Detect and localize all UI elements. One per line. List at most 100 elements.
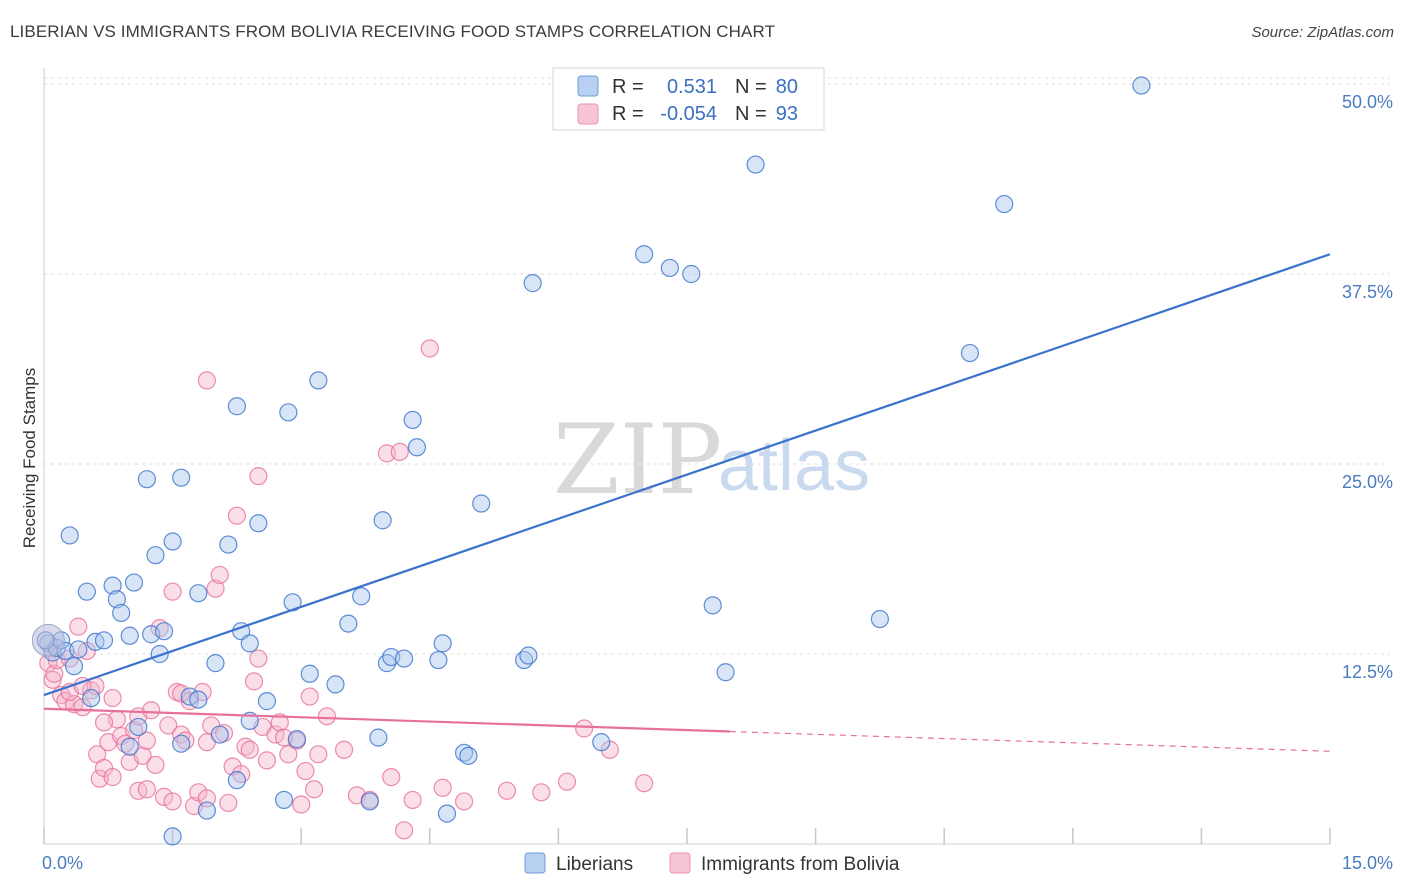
- bolivia-point-63: [292, 795, 311, 814]
- liberian-point-23: [154, 622, 174, 641]
- liberian-point-12: [103, 576, 122, 595]
- liberian-point-73: [716, 663, 735, 682]
- bolivia-point-27: [137, 780, 156, 799]
- chart-title: LIBERIAN VS IMMIGRANTS FROM BOLIVIA RECE…: [10, 22, 776, 41]
- legend-n-label-1: N =: [735, 76, 767, 98]
- liberian-point-77: [995, 194, 1014, 214]
- liberian-point-13: [107, 590, 126, 609]
- bolivia-point-66: [304, 780, 324, 799]
- liberian-point-58: [407, 438, 427, 457]
- liberian-point-24: [163, 827, 182, 846]
- liberian-point-31: [197, 801, 216, 820]
- liberian-point-7: [69, 640, 88, 659]
- liberian-point-67: [523, 274, 542, 293]
- liberian-point-49: [339, 614, 358, 633]
- bolivia-point-18: [103, 688, 122, 708]
- bolivia-point-80: [497, 781, 517, 800]
- liberian-point-59: [429, 650, 448, 670]
- grid-lines: [44, 77, 1390, 655]
- legend-n-label-2: N =: [735, 103, 767, 125]
- legend-label-bolivia: Immigrants from Bolivia: [701, 854, 900, 875]
- liberian-point-66: [519, 646, 538, 665]
- bolivia-point-50: [227, 506, 246, 525]
- bolivia-point-85: [635, 774, 654, 793]
- liberian-point-74: [746, 155, 765, 174]
- bolivia-point-73: [382, 768, 401, 787]
- bolivia-point-42: [197, 371, 216, 390]
- liberian-point-60: [433, 634, 452, 653]
- legend-swatch-liberians: [524, 852, 546, 874]
- liberian-point-25: [163, 532, 182, 551]
- liberian-point-26: [172, 734, 191, 753]
- legend-swatch-blue: [577, 75, 599, 97]
- liberian-point-19: [137, 470, 156, 489]
- bolivia-point-81: [532, 783, 551, 802]
- liberian-point-34: [219, 535, 238, 554]
- liberian-point-64: [472, 494, 491, 513]
- trend-bolivia: [43, 707, 730, 733]
- y-tick-labels: 12.5% 25.0% 37.5% 50.0%: [1342, 92, 1393, 682]
- bolivia-point-54: [244, 672, 264, 691]
- trend-liberians: [43, 253, 1331, 697]
- bolivia-point-1: [43, 670, 62, 689]
- bolivia-point-82: [557, 772, 577, 791]
- axes: [43, 68, 1331, 845]
- liberian-point-39: [240, 634, 259, 653]
- liberian-point-16: [120, 626, 139, 645]
- bolivia-point-56: [249, 649, 268, 668]
- bolivia-point-75: [394, 821, 414, 840]
- x-tick-labels: 0.0% 15.0%: [42, 853, 1393, 873]
- bolivia-point-88: [137, 731, 156, 750]
- liberian-point-57: [403, 410, 422, 430]
- watermark-zip: ZIP: [553, 404, 722, 516]
- bolivia-point-48: [219, 793, 238, 813]
- bolivia-point-33: [163, 792, 182, 811]
- liberian-point-5: [60, 526, 79, 545]
- liberian-point-42: [274, 790, 294, 810]
- liberian-point-56: [394, 649, 414, 668]
- liberian-point-53: [373, 511, 392, 530]
- y-tick-label-3: 50.0%: [1342, 92, 1393, 112]
- liberian-point-41: [257, 692, 277, 711]
- bolivia-point-29: [146, 755, 165, 775]
- liberian-point-6: [64, 657, 84, 676]
- bolivia-point-68: [317, 707, 337, 726]
- bolivia-point-91: [94, 713, 114, 732]
- bolivia-point-78: [433, 778, 452, 797]
- legend-r-label-2: R =: [612, 103, 644, 125]
- source-label: Source: ZipAtlas.com: [1251, 24, 1394, 41]
- liberian-point-21: [146, 546, 165, 565]
- bolivia-point-77: [420, 339, 439, 358]
- liberian-point-46: [300, 664, 319, 683]
- liberian-point-15: [120, 737, 139, 756]
- bolivia-point-31: [154, 787, 174, 806]
- bolivia-point-74: [390, 442, 409, 461]
- bolivia-point-69: [334, 740, 354, 759]
- bolivia-point-83: [575, 719, 594, 738]
- liberian-point-33: [210, 725, 229, 744]
- liberian-point-35: [227, 771, 246, 790]
- watermark-atlas: atlas: [718, 426, 870, 506]
- bolivia-point-17: [103, 768, 122, 787]
- trend-lines: [43, 253, 1331, 752]
- bolivia-point-46: [210, 565, 229, 585]
- y-tick-label-2: 37.5%: [1342, 282, 1393, 302]
- liberian-point-50: [352, 587, 371, 606]
- bolivia-point-53: [240, 740, 259, 759]
- legend-r-label-1: R =: [612, 76, 644, 98]
- liberian-point-52: [369, 728, 388, 747]
- bolivia-point-28: [142, 701, 161, 720]
- stats-legend: R = 0.531 N = 80 R = -0.054 N = 93: [552, 67, 825, 131]
- liberian-point-47: [309, 371, 328, 390]
- liberian-point-43: [279, 403, 298, 422]
- y-axis-label: Receiving Food Stamps: [20, 368, 39, 548]
- liberian-point-69: [635, 245, 654, 264]
- liberian-point-11: [94, 631, 114, 650]
- bolivia-point-8: [69, 617, 88, 636]
- bolivia-point-58: [257, 751, 277, 770]
- liberian-point-72: [703, 596, 722, 615]
- legend-swatch-pink: [577, 103, 599, 125]
- trend-bolivia-extrapolated: [729, 730, 1331, 752]
- liberian-point-45: [287, 730, 307, 749]
- liberian-point-48: [326, 675, 345, 694]
